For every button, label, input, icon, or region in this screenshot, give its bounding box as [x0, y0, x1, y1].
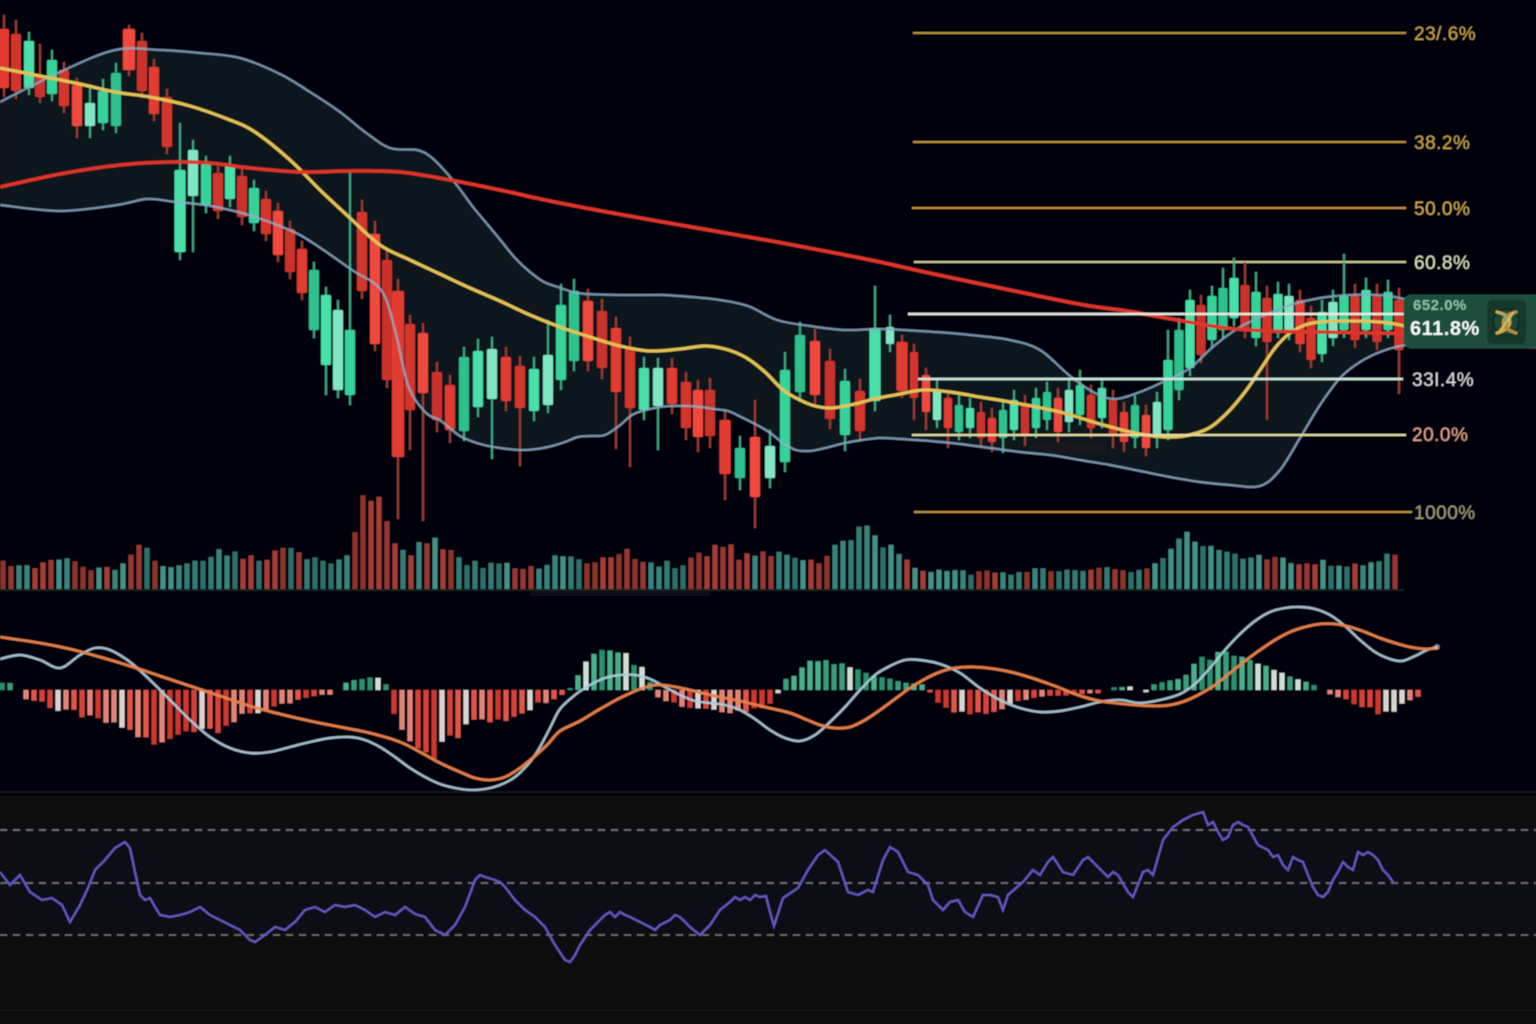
svg-text:23/.6%: 23/.6%	[1414, 24, 1476, 45]
svg-text:38.2%: 38.2%	[1414, 133, 1470, 154]
svg-text:33I.4%: 33I.4%	[1412, 370, 1474, 391]
svg-text:611.8%: 611.8%	[1410, 318, 1480, 340]
svg-text:50.0%: 50.0%	[1414, 199, 1470, 220]
svg-text:20.0%: 20.0%	[1412, 425, 1468, 446]
svg-text:652.0%: 652.0%	[1413, 297, 1467, 314]
svg-text:1000%: 1000%	[1414, 503, 1476, 524]
svg-text:60.8%: 60.8%	[1414, 253, 1470, 274]
